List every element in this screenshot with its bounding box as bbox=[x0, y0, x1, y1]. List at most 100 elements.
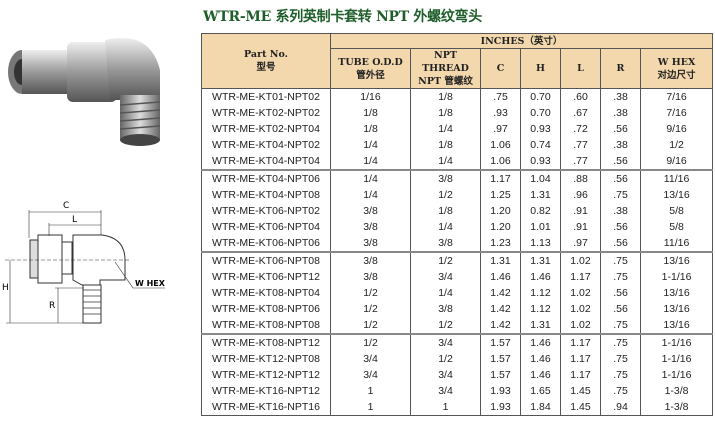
w-hex-cell: 13/16 bbox=[639, 285, 714, 301]
r-cell: .94 bbox=[600, 399, 641, 416]
tube-od-cell: 3/8 bbox=[330, 219, 411, 235]
dim-h-label: H bbox=[2, 283, 9, 293]
c-cell: 1.20 bbox=[480, 219, 521, 235]
h-cell: 0.93 bbox=[520, 121, 561, 137]
part-no-cell: WTR-ME-KT04-NPT02 bbox=[201, 137, 331, 153]
tube-od-cell: 1/2 bbox=[330, 301, 411, 317]
npt-thread-cell: 1/4 bbox=[410, 285, 481, 301]
l-cell: 1.17 bbox=[560, 333, 601, 351]
w-hex-cell: 5/8 bbox=[639, 203, 714, 219]
c-cell: 1.23 bbox=[480, 235, 521, 252]
dim-r-label: R bbox=[49, 301, 55, 311]
w-hex-cell: 5/8 bbox=[639, 219, 714, 235]
l-cell: 1.17 bbox=[560, 351, 601, 367]
npt-thread-cell: 1/2 bbox=[410, 351, 481, 367]
w-hex-cell: 1-1/16 bbox=[639, 269, 714, 285]
c-cell: 1.57 bbox=[480, 351, 521, 367]
tube-od-cell: 1 bbox=[330, 383, 411, 399]
w-hex-cell: 7/16 bbox=[639, 105, 714, 121]
table-row: WTR-ME-KT04-NPT06 1/4 3/8 1.17 1.04.88.56 11/… bbox=[201, 169, 714, 187]
w-hex-cell: 1-3/8 bbox=[639, 383, 714, 399]
l-cell: 1.02 bbox=[560, 301, 601, 317]
w-hex-cell: 9/16 bbox=[639, 121, 714, 137]
l-cell: 1.45 bbox=[560, 383, 601, 399]
tube-od-cell: 1/4 bbox=[330, 187, 411, 203]
npt-thread-cell: 1/8 bbox=[410, 88, 481, 105]
part-no-cell: WTR-ME-KT02-NPT02 bbox=[201, 105, 331, 121]
r-cell: .75 bbox=[600, 251, 641, 269]
part-no-cell: WTR-ME-KT16-NPT16 bbox=[201, 399, 331, 416]
tube-od-cell: 1/4 bbox=[330, 137, 411, 153]
header-npt: NPT THREAD NPT 管螺纹 bbox=[410, 48, 481, 89]
npt-thread-cell: 3/8 bbox=[410, 301, 481, 317]
c-cell: 1.93 bbox=[480, 399, 521, 416]
tube-od-cell: 3/4 bbox=[330, 351, 411, 367]
part-no-cell: WTR-ME-KT04-NPT08 bbox=[201, 187, 331, 203]
w-hex-cell: 1-3/8 bbox=[639, 399, 714, 416]
l-cell: 1.17 bbox=[560, 269, 601, 285]
tube-od-cell: 1/2 bbox=[330, 285, 411, 301]
tube-od-cell: 1/4 bbox=[330, 169, 411, 187]
h-cell: 1.12 bbox=[520, 285, 561, 301]
table-row: WTR-ME-KT16-NPT12 1 3/4 1.93 1.65 1.45.75 1-3/… bbox=[201, 383, 714, 399]
tube-od-cell: 1/2 bbox=[330, 317, 411, 334]
r-cell: .75 bbox=[600, 351, 641, 367]
c-cell: 1.42 bbox=[480, 285, 521, 301]
tube-od-cell: 3/8 bbox=[330, 269, 411, 285]
l-cell: 1.02 bbox=[560, 317, 601, 334]
npt-thread-cell: 1/8 bbox=[410, 105, 481, 121]
tube-od-cell: 1 bbox=[330, 399, 411, 416]
dim-c-label: C bbox=[63, 201, 69, 211]
h-cell: 1.84 bbox=[520, 399, 561, 416]
l-cell: .91 bbox=[560, 203, 601, 219]
r-cell: .56 bbox=[600, 301, 641, 317]
table-row: WTR-ME-KT02-NPT04 1/8 1/4.97 0.93.72.56 9/16 bbox=[201, 121, 714, 137]
tube-od-cell: 1/16 bbox=[330, 88, 411, 105]
header-whex: W HEX 对边尺寸 bbox=[639, 48, 714, 89]
l-cell: .88 bbox=[560, 169, 601, 187]
w-hex-cell: 11/16 bbox=[639, 235, 714, 252]
npt-thread-cell: 3/4 bbox=[410, 269, 481, 285]
r-cell: .56 bbox=[600, 219, 641, 235]
l-cell: .77 bbox=[560, 137, 601, 153]
l-cell: 1.02 bbox=[560, 285, 601, 301]
part-no-cell: WTR-ME-KT06-NPT08 bbox=[201, 251, 331, 269]
table-row: WTR-ME-KT06-NPT12 3/8 3/4 1.46 1.46 1.17.75 1-… bbox=[201, 269, 714, 285]
h-cell: 1.31 bbox=[520, 187, 561, 203]
part-no-cell: WTR-ME-KT06-NPT04 bbox=[201, 219, 331, 235]
w-hex-cell: 13/16 bbox=[639, 301, 714, 317]
dimension-diagram: C L H R W HEX bbox=[2, 201, 166, 324]
r-cell: .75 bbox=[600, 269, 641, 285]
h-cell: 1.46 bbox=[520, 351, 561, 367]
part-no-cell: WTR-ME-KT12-NPT08 bbox=[201, 351, 331, 367]
tube-od-cell: 1/8 bbox=[330, 105, 411, 121]
npt-thread-cell: 1/4 bbox=[410, 219, 481, 235]
npt-thread-cell: 1/2 bbox=[410, 317, 481, 334]
c-cell: 1.06 bbox=[480, 153, 521, 170]
c-cell: 1.17 bbox=[480, 169, 521, 187]
dim-l-label: L bbox=[72, 215, 77, 225]
h-cell: 1.01 bbox=[520, 219, 561, 235]
w-hex-cell: 9/16 bbox=[639, 153, 714, 170]
h-cell: 1.46 bbox=[520, 367, 561, 383]
dim-whex-label: W HEX bbox=[135, 279, 166, 288]
part-no-cell: WTR-ME-KT06-NPT12 bbox=[201, 269, 331, 285]
header-tube: TUBE O.D.D 管外径 bbox=[330, 48, 411, 89]
h-cell: 1.65 bbox=[520, 383, 561, 399]
c-cell: 1.31 bbox=[480, 251, 521, 269]
w-hex-cell: 1-1/16 bbox=[639, 351, 714, 367]
table-row: WTR-ME-KT08-NPT04 1/2 1/4 1.42 1.12 1.02.56 13… bbox=[201, 285, 714, 301]
header-h: H bbox=[520, 48, 561, 89]
npt-thread-cell: 1/2 bbox=[410, 251, 481, 269]
part-no-cell: WTR-ME-KT08-NPT06 bbox=[201, 301, 331, 317]
header-r: R bbox=[600, 48, 641, 89]
npt-thread-cell: 3/8 bbox=[410, 235, 481, 252]
l-cell: .67 bbox=[560, 105, 601, 121]
w-hex-cell: 13/16 bbox=[639, 251, 714, 269]
h-cell: 1.46 bbox=[520, 269, 561, 285]
l-cell: 1.45 bbox=[560, 399, 601, 416]
table-row: WTR-ME-KT06-NPT02 3/8 1/8 1.20 0.82.91.38 5/8 bbox=[201, 203, 714, 219]
c-cell: .93 bbox=[480, 105, 521, 121]
h-cell: 0.74 bbox=[520, 137, 561, 153]
r-cell: .75 bbox=[600, 367, 641, 383]
